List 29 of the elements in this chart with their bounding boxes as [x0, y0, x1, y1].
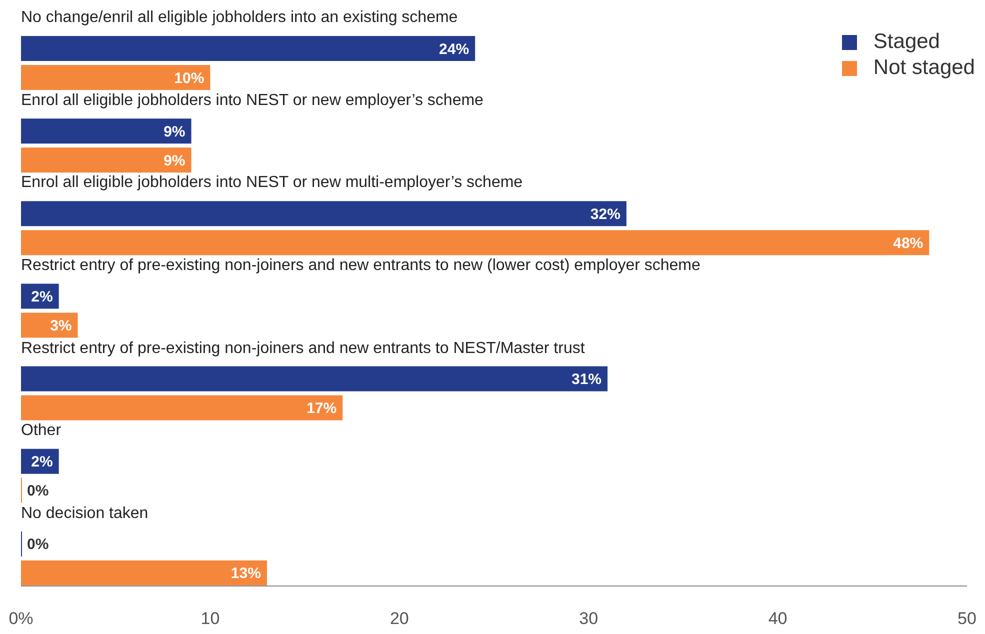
data-label: 48% [893, 234, 924, 252]
x-tick-label: 40 [768, 609, 788, 628]
data-label: 2% [31, 454, 53, 471]
legend-label: Staged [873, 30, 940, 54]
data-label: 32% [590, 206, 620, 223]
data-label: 2% [31, 288, 53, 306]
data-label: 13% [230, 565, 261, 582]
data-label: 3% [50, 317, 72, 334]
y-tick-label: Restrict entry of pre-existing non-joiners and new entrants to new (lower cost) employer scheme [21, 256, 700, 276]
data-label: 9% [164, 123, 186, 140]
x-tick-label: 50 [958, 609, 976, 628]
y-tick-label: No decision taken [21, 504, 148, 524]
data-label: 0% [27, 536, 49, 554]
x-tick-label: 0% [8, 609, 34, 628]
y-tick-label: Other [21, 421, 62, 442]
y-tick-label: Restrict entry of pre-existing non-joiners and new entrants to NEST/Master trust [21, 338, 585, 359]
y-tick-label: Enrol all eligible jobholders into NEST or new employer’s scheme [21, 90, 484, 111]
legend-label: Not staged [873, 56, 975, 80]
data-label: 0% [27, 482, 49, 500]
y-tick-label: No change/enril all eligible jobholders into an existing scheme [21, 8, 458, 28]
data-label: 17% [306, 400, 337, 418]
data-label: 9% [164, 152, 186, 170]
data-label: 24% [439, 40, 470, 58]
y-tick-label: Enrol all eligible jobholders into NEST or new multi-employer’s scheme [21, 173, 523, 194]
x-tick-label: 10 [200, 609, 220, 628]
data-label: 31% [571, 371, 602, 388]
x-tick-label: 20 [390, 609, 409, 628]
x-tick-label: 30 [579, 609, 598, 628]
data-label: 10% [174, 70, 204, 87]
